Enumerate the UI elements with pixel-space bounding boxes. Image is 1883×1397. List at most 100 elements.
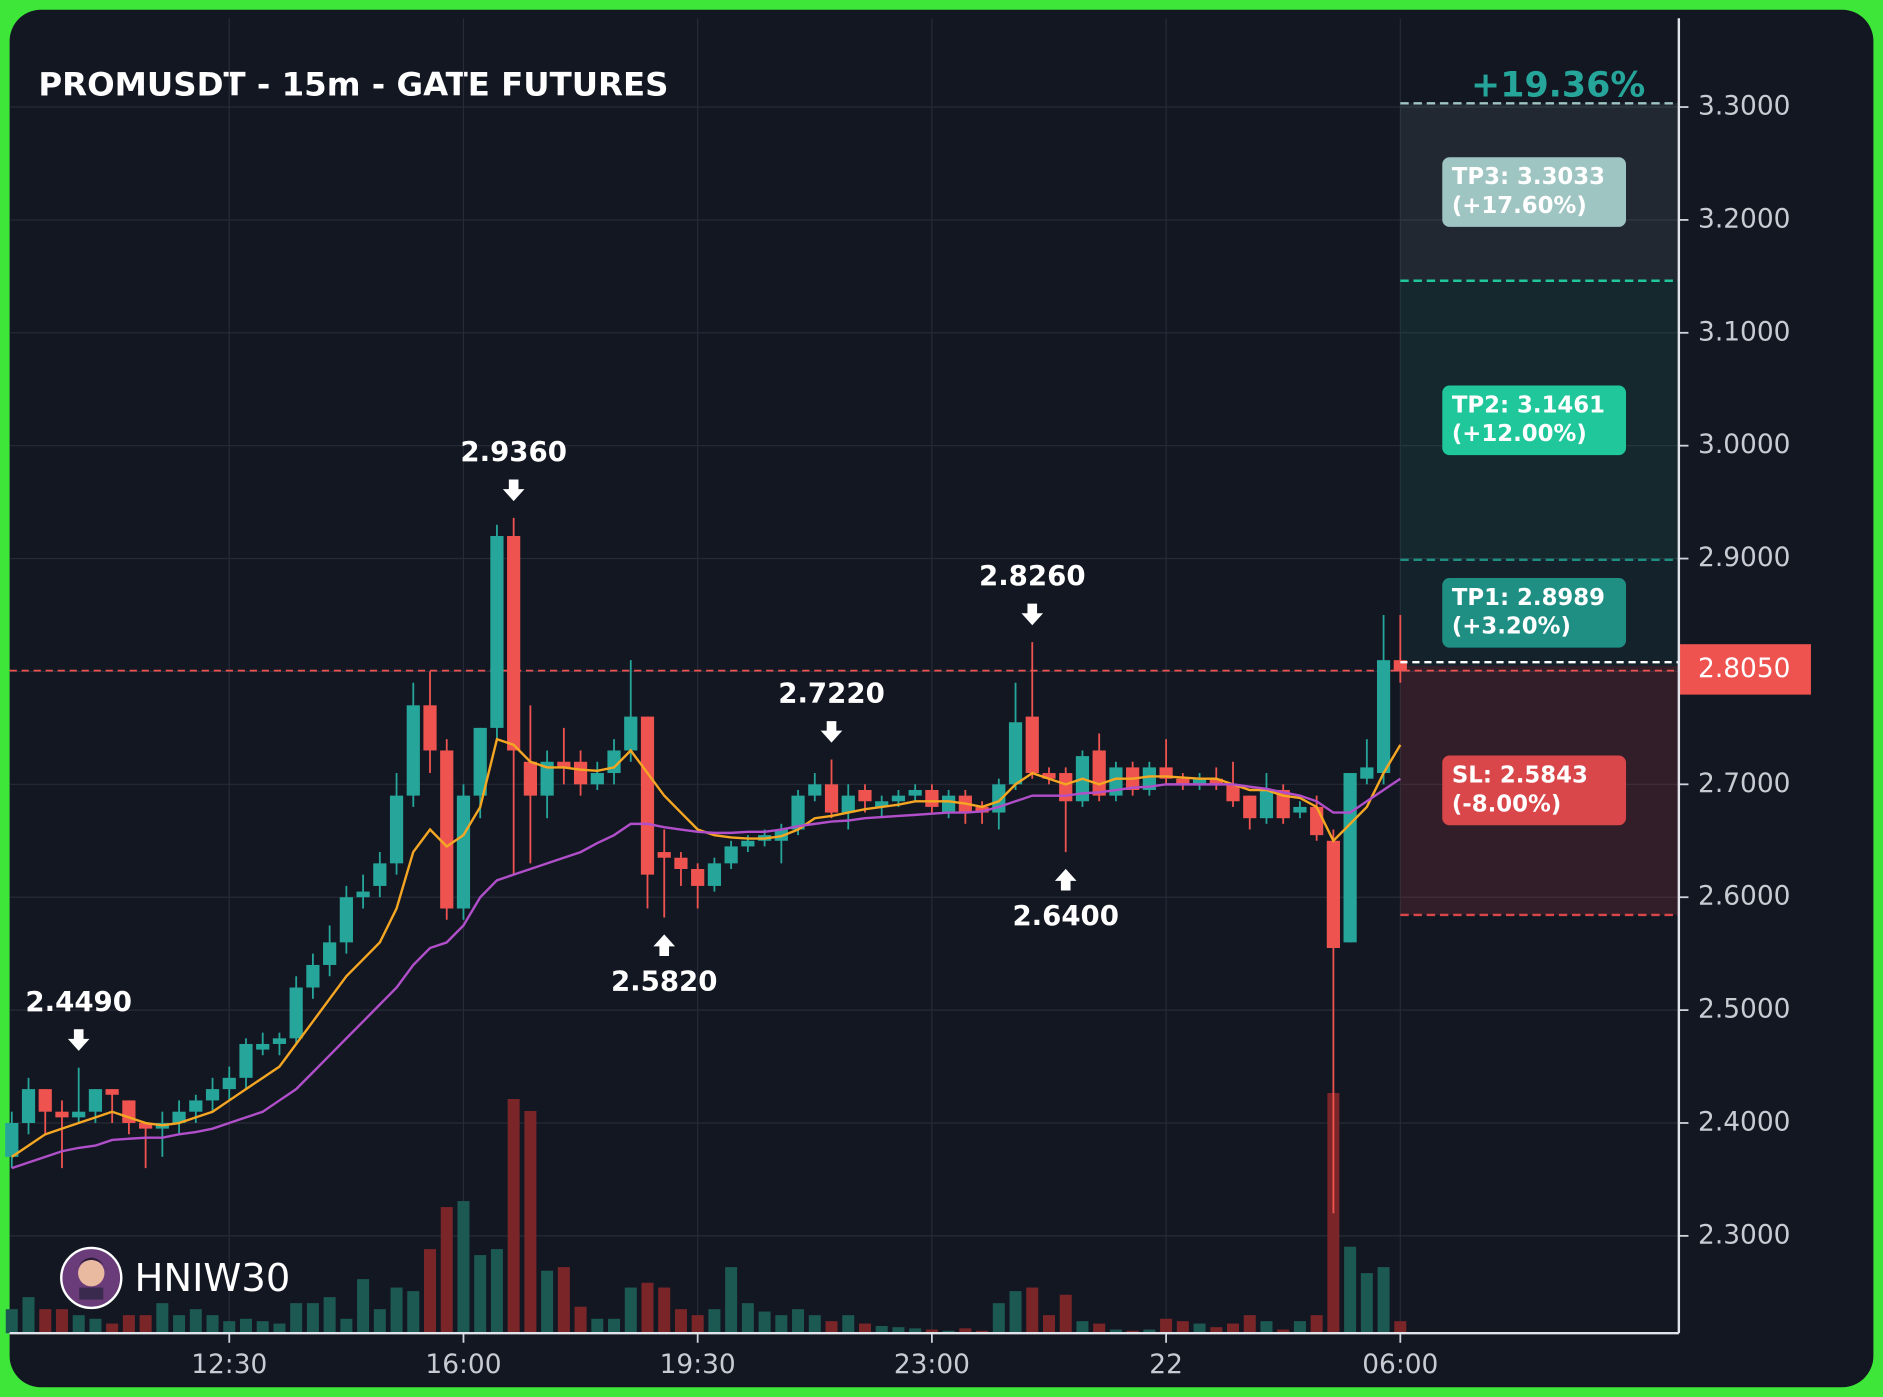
- candle-body: [1042, 773, 1056, 779]
- volume-bar: [758, 1311, 771, 1334]
- candle-body: [942, 795, 956, 813]
- annotation-label: 2.4490: [25, 985, 132, 1018]
- candle-body: [707, 863, 722, 886]
- volume-bar: [741, 1303, 754, 1334]
- volume-bar: [156, 1303, 169, 1334]
- candle-body: [1159, 767, 1173, 779]
- candle-body: [356, 891, 370, 898]
- candle-body: [523, 761, 537, 796]
- volume-bar: [875, 1325, 888, 1334]
- volume-bar: [1193, 1323, 1206, 1334]
- candle-body: [875, 801, 889, 807]
- candle-body: [1343, 773, 1357, 943]
- volume-bar: [725, 1267, 738, 1334]
- volume-bar: [858, 1323, 871, 1334]
- volume-bar: [1310, 1315, 1323, 1334]
- volume-bar: [691, 1315, 704, 1334]
- annotation-arrow: [67, 1029, 90, 1051]
- candle-body: [724, 846, 738, 864]
- candle-body: [1192, 778, 1207, 785]
- volume-bar: [808, 1315, 821, 1334]
- candle-body: [373, 863, 387, 886]
- annotation-label: 2.7220: [778, 677, 885, 710]
- volume-bar: [1176, 1321, 1189, 1334]
- volume-bar: [674, 1309, 687, 1334]
- candle-body: [423, 705, 437, 751]
- y-tick-label: 3.2000: [1698, 203, 1790, 234]
- volume-bar: [1160, 1318, 1173, 1334]
- candle-body: [456, 795, 471, 909]
- volume-bar: [1277, 1329, 1290, 1334]
- candle-body: [1360, 767, 1374, 779]
- candle-body: [557, 761, 571, 768]
- x-tick-label: 12:30: [191, 1349, 267, 1380]
- candle-body: [1209, 778, 1223, 785]
- annotation-label: 2.8260: [979, 559, 1086, 592]
- volume-bar: [591, 1318, 604, 1334]
- volume-bar: [490, 1249, 503, 1334]
- candle-body: [205, 1089, 220, 1101]
- candle-body: [272, 1038, 287, 1044]
- volume-bar: [340, 1318, 353, 1334]
- level-pct: (+12.00%): [1452, 421, 1587, 447]
- candle-body: [1243, 795, 1257, 819]
- candle-body: [473, 727, 487, 796]
- volume-bar: [89, 1318, 102, 1334]
- candle-body: [139, 1122, 153, 1129]
- volume-bar: [306, 1303, 319, 1334]
- candle-body: [808, 784, 822, 796]
- level-pct: (+17.60%): [1452, 193, 1587, 219]
- y-tick-label: 2.3000: [1698, 1219, 1790, 1250]
- level-box: [1442, 385, 1627, 456]
- volume-bar: [1109, 1329, 1122, 1334]
- candle-body: [507, 535, 521, 751]
- candle-body: [691, 868, 705, 886]
- annotation-arrow: [820, 721, 843, 743]
- candle-body: [1025, 716, 1039, 774]
- candle-body: [1176, 778, 1190, 785]
- volume-bar: [1227, 1323, 1240, 1334]
- volume-bar: [624, 1287, 637, 1334]
- price-tag-label: 2.8050: [1698, 653, 1790, 684]
- candle-body: [1376, 660, 1391, 774]
- volume-bar: [541, 1270, 554, 1334]
- candle-body: [1142, 767, 1156, 790]
- candle-body: [1226, 784, 1240, 802]
- y-tick-label: 2.6000: [1698, 881, 1790, 912]
- volume-bar: [407, 1291, 420, 1334]
- candle-body: [306, 964, 320, 988]
- volume-bar: [122, 1315, 135, 1334]
- x-tick-label: 06:00: [1362, 1349, 1438, 1380]
- volume-bar: [290, 1303, 303, 1334]
- y-tick-label: 2.9000: [1698, 542, 1790, 573]
- candle-body: [824, 784, 839, 813]
- y-tick-label: 2.4000: [1698, 1106, 1790, 1137]
- volume-bar: [39, 1309, 52, 1334]
- candle-body: [1310, 806, 1324, 836]
- x-tick-label: 23:00: [894, 1349, 970, 1380]
- volume-bar: [1293, 1321, 1306, 1334]
- volume-bar: [825, 1321, 838, 1334]
- volume-bar: [357, 1279, 370, 1334]
- volume-bar: [992, 1303, 1005, 1334]
- x-tick-label: 19:30: [660, 1349, 736, 1380]
- annotation-label: 2.9360: [460, 435, 567, 468]
- candle-body: [239, 1043, 253, 1078]
- volume-bar: [22, 1297, 35, 1334]
- volume-bar: [524, 1111, 537, 1334]
- volume-bar: [1059, 1294, 1072, 1334]
- volume-bar: [959, 1328, 972, 1334]
- watermark: HNIW30: [135, 1256, 291, 1301]
- candle-body: [1326, 840, 1340, 949]
- volume-bar: [323, 1297, 336, 1334]
- candle-body: [1293, 806, 1307, 813]
- volume-bar: [457, 1201, 470, 1334]
- candle-body: [222, 1077, 236, 1090]
- candle-body: [908, 789, 922, 796]
- candle-body: [674, 857, 688, 869]
- profit-label: +19.36%: [1471, 66, 1645, 106]
- level-label: TP1: 2.8989: [1452, 585, 1605, 611]
- candle-body: [256, 1043, 270, 1050]
- volume-bar: [1093, 1323, 1106, 1334]
